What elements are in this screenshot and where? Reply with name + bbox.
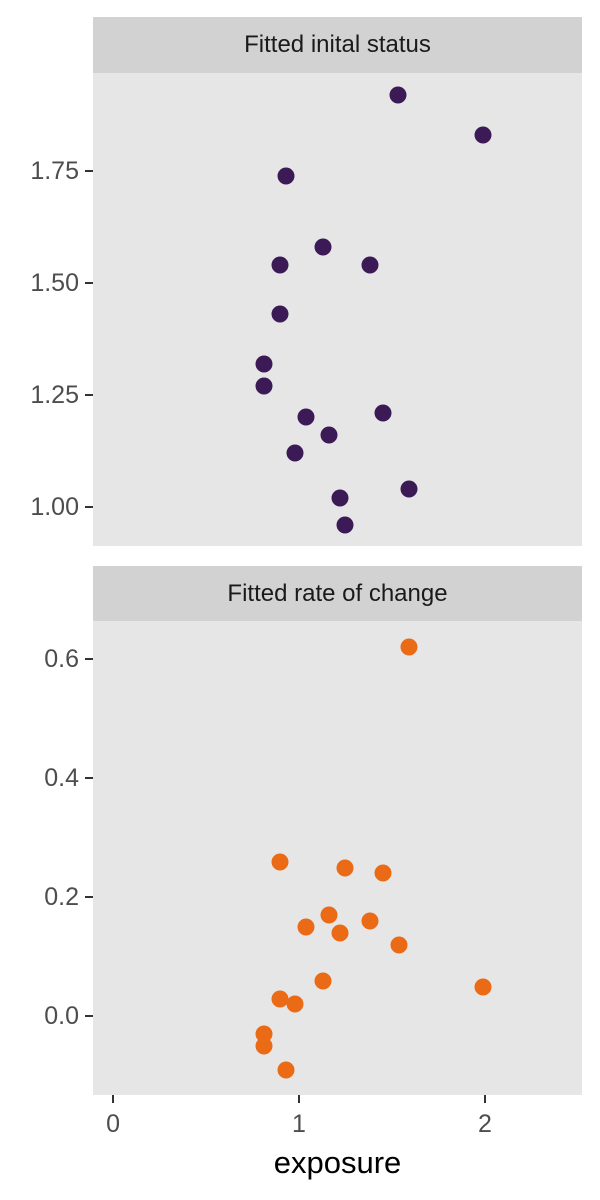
facet-title-rate-of-change: Fitted rate of change	[227, 579, 448, 607]
data-point	[255, 1037, 273, 1055]
y-axis-tick-mark	[85, 777, 93, 780]
data-point	[374, 864, 392, 882]
data-point	[277, 167, 295, 185]
y-axis-tick-label: 0.2	[44, 883, 79, 912]
data-point	[297, 918, 315, 936]
x-axis-tick-label: 1	[292, 1110, 306, 1138]
x-axis-tick-mark	[112, 1095, 115, 1103]
data-point	[255, 377, 273, 395]
data-point	[271, 305, 289, 323]
data-point	[320, 426, 338, 444]
data-point	[286, 444, 304, 462]
facet-strip-rate-of-change: Fitted rate of change	[93, 566, 582, 621]
data-point	[314, 972, 332, 990]
data-point	[277, 1061, 295, 1079]
data-point	[374, 404, 392, 422]
data-point	[336, 516, 354, 534]
x-axis-tick-label: 2	[477, 1110, 492, 1138]
y-axis-tick-mark	[85, 170, 93, 173]
y-axis-tick-mark	[85, 896, 93, 899]
data-point	[474, 126, 492, 144]
panel-rate-of-change	[93, 621, 582, 1095]
y-axis-tick-label: 0.0	[44, 1002, 79, 1031]
data-point	[271, 990, 289, 1008]
data-point	[320, 906, 338, 924]
y-axis-tick-mark	[85, 282, 93, 285]
x-axis-title: exposure	[273, 1145, 402, 1180]
y-axis-tick-label: 0.4	[44, 764, 79, 793]
x-axis-tick-label: 0	[106, 1110, 121, 1138]
data-point	[400, 480, 418, 498]
y-axis-tick-label: 1.75	[30, 157, 79, 186]
data-point	[271, 853, 289, 871]
facet-strip-initial-status: Fitted inital status	[93, 17, 582, 73]
data-point	[336, 859, 354, 877]
y-axis-tick-label: 1.50	[30, 269, 79, 298]
data-point	[297, 408, 315, 426]
data-point	[286, 995, 304, 1013]
y-axis-tick-mark	[85, 506, 93, 509]
data-point	[271, 256, 289, 274]
x-axis-tick-mark	[483, 1095, 486, 1103]
y-axis-tick-label: 1.25	[30, 381, 79, 410]
y-axis-tick-label: 1.00	[30, 493, 79, 522]
data-point	[255, 355, 273, 373]
y-axis-tick-label: 0.6	[44, 645, 79, 674]
facet-title-initial-status: Fitted inital status	[244, 31, 431, 58]
data-point	[474, 978, 492, 996]
data-point	[390, 936, 408, 954]
data-point	[331, 489, 349, 507]
y-axis-tick-mark	[85, 394, 93, 397]
data-point	[361, 912, 379, 930]
data-point	[400, 638, 418, 656]
y-axis-tick-mark	[85, 658, 93, 661]
data-point	[331, 924, 349, 942]
panel-initial-status	[93, 73, 582, 546]
data-point	[314, 238, 332, 256]
data-point	[389, 86, 407, 104]
y-axis-tick-mark	[85, 1015, 93, 1018]
x-axis-tick-mark	[298, 1095, 300, 1103]
data-point	[361, 256, 379, 274]
